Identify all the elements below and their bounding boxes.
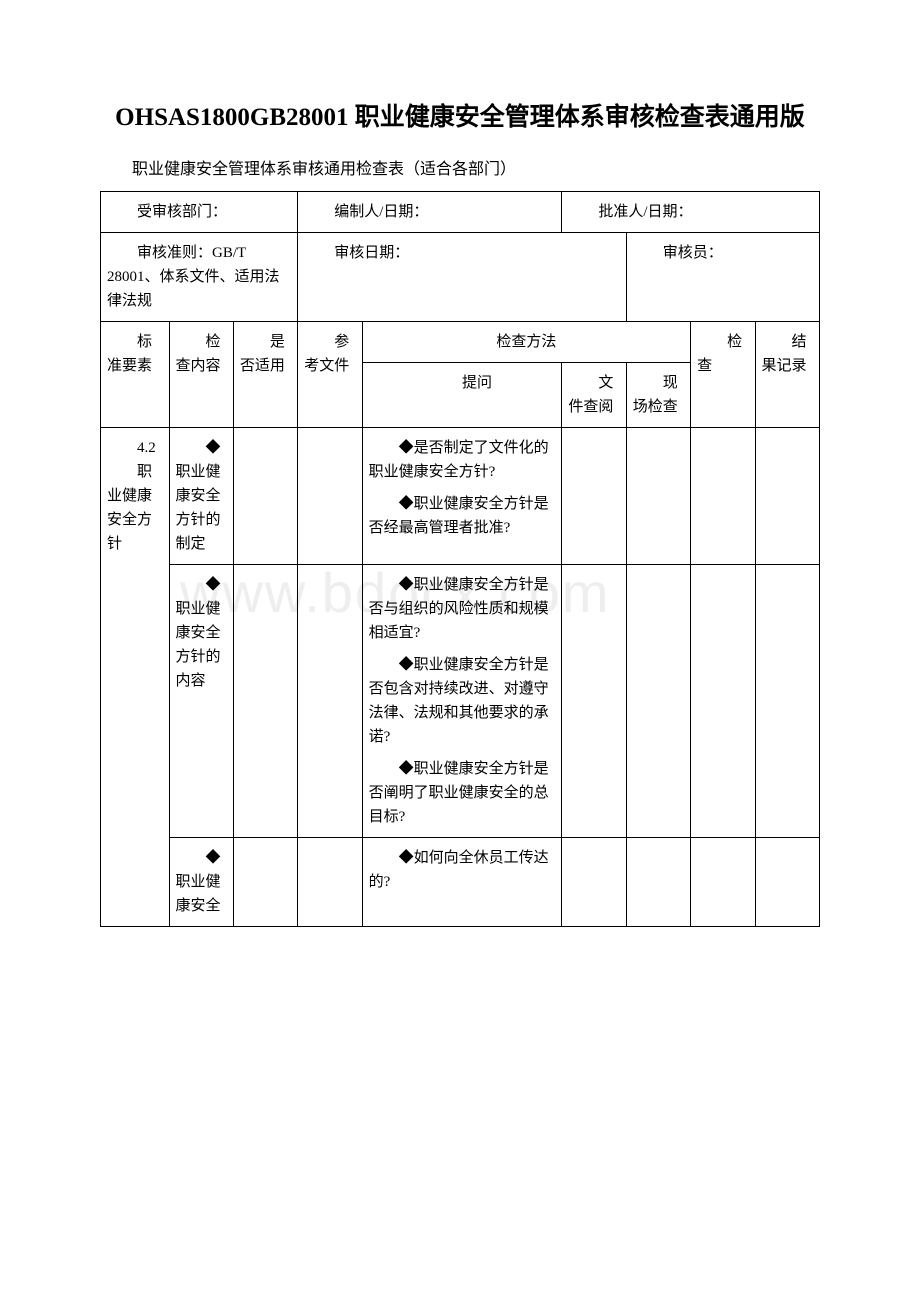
applicable-cell-2 xyxy=(233,565,297,838)
question-cell-1: ◆是否制定了文件化的职业健康安全方针? ◆职业健康安全方针是否经最高管理者批准? xyxy=(362,428,562,565)
reference-cell-1 xyxy=(298,428,362,565)
col-header-result: 结果记录 xyxy=(755,322,819,428)
element-name: 职业健康安全方针 xyxy=(107,460,163,556)
col-header-question: 提问 xyxy=(362,363,562,428)
col5c-label: 现场检查 xyxy=(633,371,684,419)
auditor-cell: 审核员： xyxy=(626,233,819,322)
document-title: OHSAS1800GB28001 职业健康安全管理体系审核检查表通用版 xyxy=(100,100,820,135)
content-cell-2: ◆职业健康安全方针的内容 xyxy=(169,565,233,838)
col5b-label: 文件查阅 xyxy=(568,371,619,419)
document-subtitle: 职业健康安全管理体系审核通用检查表（适合各部门） xyxy=(100,155,820,179)
data-row-2: ◆职业健康安全方针的内容 ◆职业健康安全方针是否与组织的风险性质和规模相适宜? … xyxy=(101,565,820,838)
sitecheck-cell-3 xyxy=(626,838,690,927)
column-header-row-1: 标准要素 检查内容 是否适用 参考文件 检查方法 检查 结果记录 xyxy=(101,322,820,363)
applicable-cell-3 xyxy=(233,838,297,927)
check-cell-3 xyxy=(691,838,755,927)
approver-cell: 批准人/日期： xyxy=(562,192,820,233)
col4-label: 参考文件 xyxy=(304,330,355,378)
result-cell-2 xyxy=(755,565,819,838)
audit-table: 受审核部门： 编制人/日期： 批准人/日期： 审核准则：GB/T 28001、体… xyxy=(100,191,820,927)
content-cell-1: ◆职业健康安全方针的制定 xyxy=(169,428,233,565)
col7-label: 结果记录 xyxy=(762,330,813,378)
col-header-content: 检查内容 xyxy=(169,322,233,428)
header-row-2: 审核准则：GB/T 28001、体系文件、适用法律法规 审核日期： 审核员： xyxy=(101,233,820,322)
data-row-1: 4.2 职业健康安全方针 ◆职业健康安全方针的制定 ◆是否制定了文件化的职业健康… xyxy=(101,428,820,565)
col3-label: 是否适用 xyxy=(240,330,291,378)
check-cell-1 xyxy=(691,428,755,565)
applicable-cell-1 xyxy=(233,428,297,565)
content-1: ◆职业健康安全方针的制定 xyxy=(176,436,227,556)
q3-1: ◆如何向全休员工传达的? xyxy=(369,846,556,894)
header-row-1: 受审核部门： 编制人/日期： 批准人/日期： xyxy=(101,192,820,233)
q2-3: ◆职业健康安全方针是否阐明了职业健康安全的总目标? xyxy=(369,757,556,829)
q2-1: ◆职业健康安全方针是否与组织的风险性质和规模相适宜? xyxy=(369,573,556,645)
question-cell-3: ◆如何向全休员工传达的? xyxy=(362,838,562,927)
col-header-applicable: 是否适用 xyxy=(233,322,297,428)
q2-2: ◆职业健康安全方针是否包含对持续改进、对遵守法律、法规和其他要求的承诺? xyxy=(369,653,556,749)
approver-label: 批准人/日期： xyxy=(568,200,813,224)
col-header-reference: 参考文件 xyxy=(298,322,362,428)
reference-cell-2 xyxy=(298,565,362,838)
audit-date-label: 审核日期： xyxy=(304,241,620,265)
col1-label: 标准要素 xyxy=(107,330,163,378)
q1-2: ◆职业健康安全方针是否经最高管理者批准? xyxy=(369,492,556,540)
col-header-method-group: 检查方法 xyxy=(362,322,691,363)
compiler-label: 编制人/日期： xyxy=(304,200,555,224)
reference-cell-3 xyxy=(298,838,362,927)
col2-label: 检查内容 xyxy=(176,330,227,378)
col5a-label: 提问 xyxy=(369,371,556,395)
audit-date-cell: 审核日期： xyxy=(298,233,627,322)
check-cell-2 xyxy=(691,565,755,838)
col-header-sitecheck: 现场检查 xyxy=(626,363,690,428)
question-cell-2: ◆职业健康安全方针是否与组织的风险性质和规模相适宜? ◆职业健康安全方针是否包含… xyxy=(362,565,562,838)
element-cell: 4.2 职业健康安全方针 xyxy=(101,428,170,927)
criteria-label: 审核准则：GB/T 28001、体系文件、适用法律法规 xyxy=(107,241,291,313)
col-header-check: 检查 xyxy=(691,322,755,428)
docreview-cell-3 xyxy=(562,838,626,927)
data-row-3: ◆职业健康安全 ◆如何向全休员工传达的? xyxy=(101,838,820,927)
content-cell-3: ◆职业健康安全 xyxy=(169,838,233,927)
content-3: ◆职业健康安全 xyxy=(176,846,227,918)
criteria-cell: 审核准则：GB/T 28001、体系文件、适用法律法规 xyxy=(101,233,298,322)
docreview-cell-2 xyxy=(562,565,626,838)
dept-cell: 受审核部门： xyxy=(101,192,298,233)
sitecheck-cell-1 xyxy=(626,428,690,565)
sitecheck-cell-2 xyxy=(626,565,690,838)
element-number: 4.2 xyxy=(107,436,163,460)
docreview-cell-1 xyxy=(562,428,626,565)
col6-label: 检查 xyxy=(697,330,748,378)
result-cell-1 xyxy=(755,428,819,565)
dept-label: 受审核部门： xyxy=(107,200,291,224)
compiler-cell: 编制人/日期： xyxy=(298,192,562,233)
auditor-label: 审核员： xyxy=(633,241,813,265)
content-2: ◆职业健康安全方针的内容 xyxy=(176,573,227,693)
q1-1: ◆是否制定了文件化的职业健康安全方针? xyxy=(369,436,556,484)
result-cell-3 xyxy=(755,838,819,927)
col-header-docreview: 文件查阅 xyxy=(562,363,626,428)
col-header-element: 标准要素 xyxy=(101,322,170,428)
